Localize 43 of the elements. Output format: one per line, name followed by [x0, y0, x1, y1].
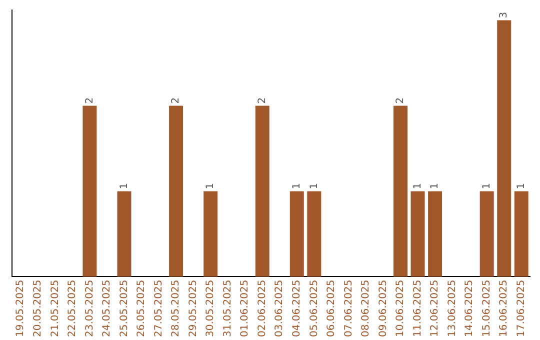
- x-tick-label: 14.06.2025: [464, 280, 476, 338]
- data-label: 1: [516, 182, 527, 190]
- x-tick-label: 26.05.2025: [136, 280, 148, 338]
- x-tick-label: 03.06.2025: [274, 280, 286, 338]
- data-label: 2: [84, 97, 96, 104]
- x-tick-label: 06.06.2025: [326, 280, 338, 338]
- data-label: 1: [308, 182, 320, 190]
- x-tick-label: 12.06.2025: [430, 280, 441, 338]
- x-tick-label: 20.05.2025: [32, 280, 44, 338]
- x-tick-label: 19.05.2025: [15, 280, 26, 338]
- x-tick-label: 02.06.2025: [256, 280, 268, 338]
- x-tick-label: 27.05.2025: [153, 280, 164, 338]
- data-label: 1: [430, 182, 441, 190]
- data-label: 1: [291, 182, 302, 190]
- x-tick-label: 22.05.2025: [67, 280, 78, 338]
- data-label: 1: [118, 182, 130, 190]
- x-tick-label: 25.05.2025: [118, 280, 130, 338]
- x-tick-label: 05.06.2025: [308, 280, 320, 338]
- x-tick-label: 28.05.2025: [170, 280, 182, 338]
- data-label: 3: [498, 12, 510, 18]
- data-label: 2: [256, 97, 268, 104]
- x-tick-label: 30.05.2025: [205, 280, 216, 338]
- x-tick-label: 10.06.2025: [395, 280, 406, 338]
- data-label: 2: [395, 97, 406, 104]
- x-tick-label: 16.06.2025: [498, 280, 510, 338]
- data-label: 1: [412, 182, 424, 190]
- data-label: 2: [170, 97, 182, 104]
- x-tick-label: 01.06.2025: [240, 280, 251, 338]
- x-tick-label: 23.05.2025: [84, 280, 96, 338]
- x-tick-label: 15.06.2025: [481, 280, 492, 338]
- x-tick-label: 21.05.2025: [50, 280, 61, 338]
- x-tick-label: 29.05.2025: [188, 280, 199, 338]
- x-tick-label: 31.05.2025: [222, 280, 234, 338]
- x-tick-label: 11.06.2025: [412, 280, 424, 338]
- data-label: 1: [205, 182, 216, 190]
- data-label: 1: [481, 182, 492, 190]
- x-tick-label: 08.06.2025: [360, 280, 372, 338]
- x-tick-label: 17.06.2025: [516, 280, 527, 338]
- x-tick-label: 13.06.2025: [446, 280, 458, 338]
- x-tick-label: 04.06.2025: [291, 280, 302, 338]
- x-tick-label: 24.05.2025: [102, 280, 113, 338]
- x-tick-label: 07.06.2025: [343, 280, 354, 338]
- x-tick-label: 09.06.2025: [378, 280, 389, 338]
